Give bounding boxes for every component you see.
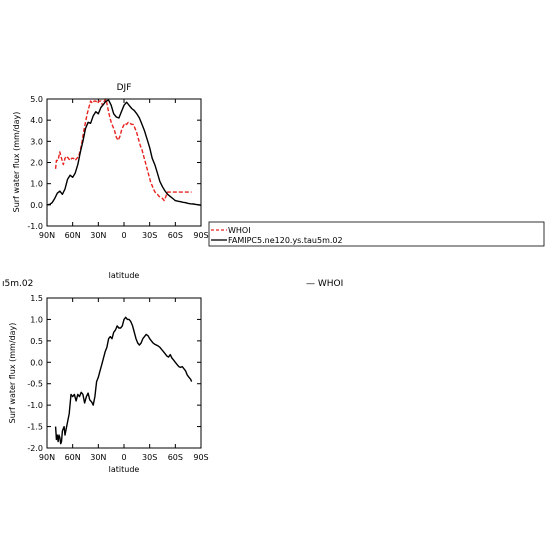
- chart-difference: -2.0 -1.5 -1.0 -0.5 0.0 0.5 1.0 1.5 90N 60N 30N 0 3…: [8, 294, 209, 474]
- y-tick-label: 0.0: [30, 358, 43, 367]
- x-tick-label: 30S: [142, 231, 157, 240]
- x-tick-label: 60N: [65, 231, 81, 240]
- series-line-whoi: [54, 98, 192, 202]
- y-tick-label: 4.0: [30, 116, 43, 125]
- y-tick-label: 3.0: [30, 137, 43, 146]
- y-tick-label: 1.5: [30, 294, 43, 303]
- y-tick-label: 2.0: [30, 159, 43, 168]
- x-tick-label: 60N: [65, 453, 81, 462]
- legend: WHOI FAMIPC5.ne120.ys.tau5m.02: [208, 221, 545, 247]
- y-axis-ticks: -1.0 0.0 1.0 2.0 3.0 4.0 5.0: [27, 95, 201, 231]
- x-tick-label: 0: [121, 231, 126, 240]
- y-axis-label: Surf water flux (mm/day): [8, 323, 17, 424]
- x-tick-label: 90N: [39, 231, 55, 240]
- y-tick-label: 0.0: [30, 201, 43, 210]
- x-tick-label: 60S: [168, 453, 183, 462]
- x-tick-label: 30N: [90, 231, 106, 240]
- plot-frame: [46, 297, 202, 449]
- legend-entry-famipc5: FAMIPC5.ne120.ys.tau5m.02: [228, 236, 343, 245]
- x-tick-label: 30N: [90, 453, 106, 462]
- x-tick-label: 90N: [39, 453, 55, 462]
- x-tick-label: 60S: [168, 231, 183, 240]
- x-tick-label: 90S: [193, 231, 208, 240]
- y-tick-label: -1.5: [27, 423, 43, 432]
- y-axis-label: Surf water flux (mm/day): [12, 112, 21, 213]
- x-tick-label: 30S: [142, 453, 157, 462]
- y-axis-ticks: -2.0 -1.5 -1.0 -0.5 0.0 0.5 1.0 1.5: [27, 294, 201, 453]
- x-tick-label: 90S: [193, 453, 208, 462]
- cut-panel-label: ı5m.02: [2, 279, 33, 289]
- series-line-famipc5-ne120-ys-tau5m-02: [46, 99, 202, 206]
- y-tick-label: -1.0: [27, 401, 43, 410]
- series-line-difference: [54, 316, 193, 445]
- y-tick-label: -1.0: [27, 222, 43, 231]
- x-axis-label: latitude: [109, 465, 140, 474]
- x-axis-ticks: 90N 60N 30N 0 30S 60S 90S: [39, 99, 209, 240]
- y-tick-label: 5.0: [30, 95, 43, 104]
- y-tick-label: 1.0: [30, 180, 43, 189]
- series-lines: [46, 98, 202, 206]
- y-tick-label: -2.0: [27, 444, 43, 453]
- x-axis-label: latitude: [109, 271, 140, 280]
- series-lines: [54, 316, 193, 445]
- y-tick-label: 1.0: [30, 315, 43, 324]
- legend-box: [208, 221, 545, 247]
- x-tick-label: 0: [121, 453, 126, 462]
- legend-entry-whoi: WHOI: [228, 226, 251, 235]
- plot-frame: [46, 98, 202, 227]
- y-tick-label: -0.5: [27, 380, 43, 389]
- cut-legend-label: — WHOI: [306, 279, 343, 289]
- chart-title: DJF: [117, 83, 132, 93]
- chart-djf: DJF -1.0 0.0 1.0 2.0 3.0 4.0 5.0 90N 60N 30N 0 30S…: [12, 83, 545, 280]
- y-tick-label: 0.5: [30, 337, 43, 346]
